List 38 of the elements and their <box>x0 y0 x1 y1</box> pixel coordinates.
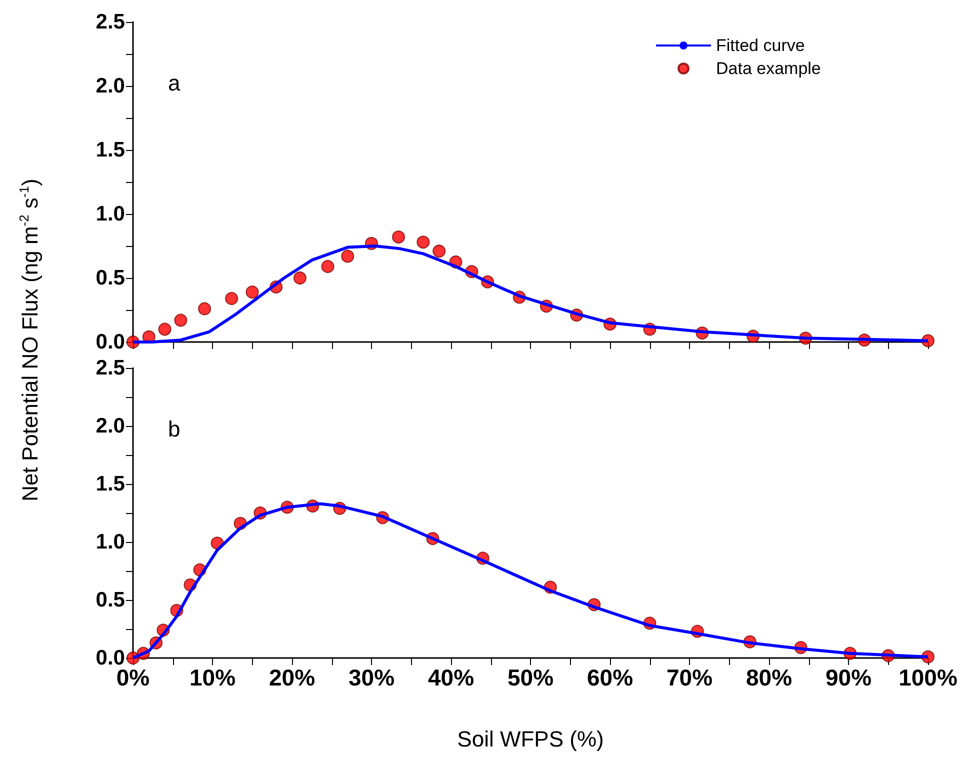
point <box>198 302 212 316</box>
point <box>225 292 238 305</box>
legend-label: Fitted curve <box>716 36 805 55</box>
point <box>392 230 406 244</box>
x-tick-label: 20% <box>268 664 316 690</box>
x-tick-label: 100% <box>898 664 958 690</box>
x-tick-label: 30% <box>348 664 395 690</box>
point <box>158 322 172 336</box>
y-tick-label: 2.5 <box>96 356 126 380</box>
y-tick-label: 2.0 <box>96 414 125 438</box>
point <box>174 314 188 327</box>
x-tick-label: 90% <box>825 664 872 690</box>
y-tick-label: 1.0 <box>96 530 125 554</box>
y-tick-label: 1.5 <box>96 472 126 496</box>
x-tick-label: 80% <box>746 664 792 690</box>
legend-label: Data example <box>716 59 821 78</box>
point <box>321 260 334 273</box>
point <box>416 236 430 249</box>
x-tick-label: 40% <box>428 664 474 690</box>
y-tick-label: 0.5 <box>96 266 126 290</box>
x-tick-label: 60% <box>586 664 634 690</box>
point <box>293 272 306 284</box>
y-tick-label: 1.5 <box>96 138 126 162</box>
y-axis-title: Net Potential NO Flux (ng m-2 s-1) <box>16 178 42 502</box>
y-tick-label: 2.5 <box>96 10 126 34</box>
x-axis-title: Soil WFPS (%) <box>457 726 604 752</box>
annotation: b <box>168 416 180 442</box>
point <box>246 286 259 299</box>
y-tick-label: 1.0 <box>96 202 125 226</box>
x-tick-label: 70% <box>666 664 713 690</box>
y-tick-label: 0.0 <box>96 330 125 354</box>
point <box>341 250 354 263</box>
x-tick-label: 10% <box>189 664 236 690</box>
point <box>432 244 446 258</box>
y-tick-label: 2.0 <box>96 74 125 98</box>
x-tick-label: 50% <box>507 664 554 690</box>
annotation: a <box>168 70 181 96</box>
y-tick-label: 0.5 <box>96 588 126 612</box>
